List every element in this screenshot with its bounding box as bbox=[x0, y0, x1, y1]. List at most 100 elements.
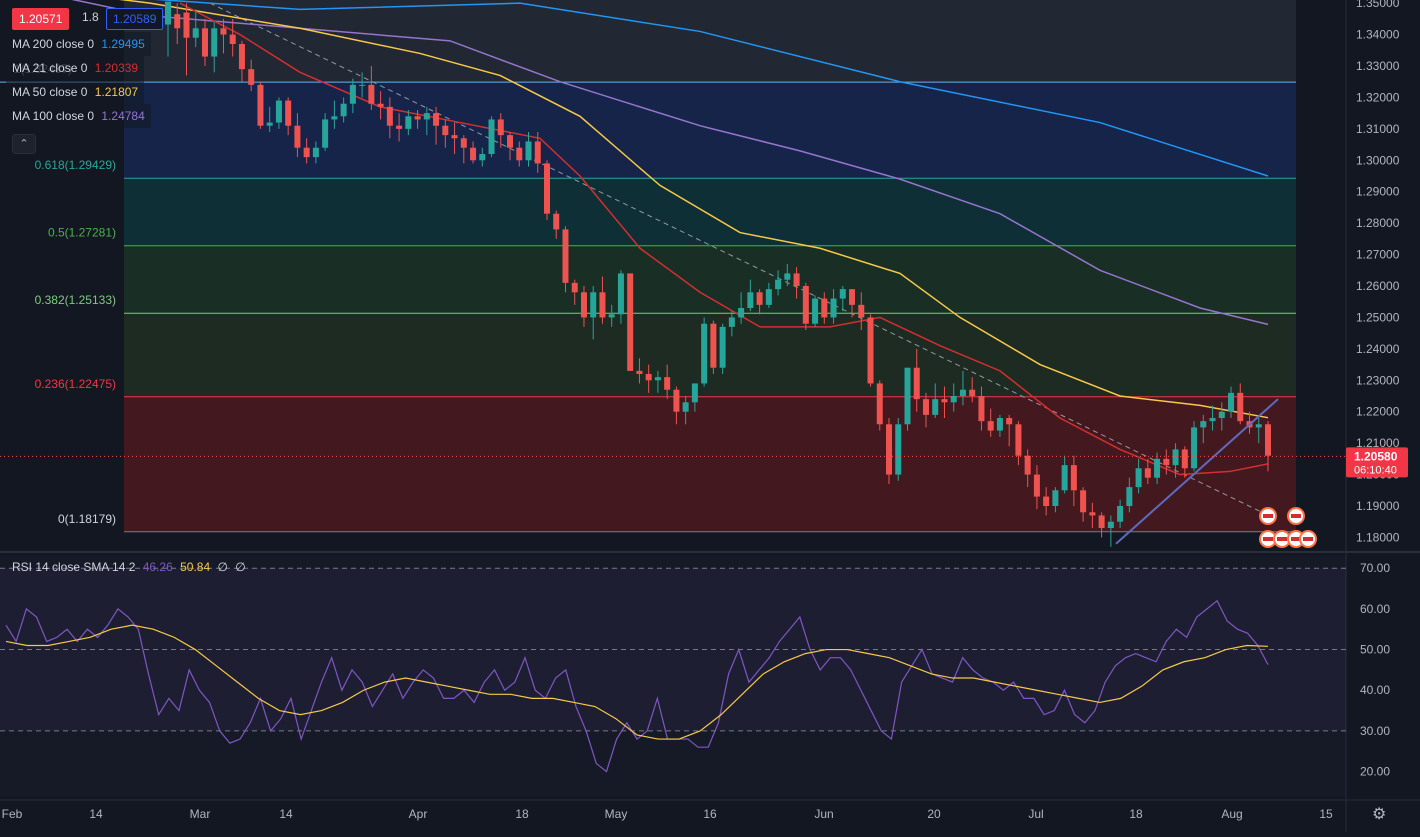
candle-body bbox=[830, 298, 837, 318]
ask-price: 1.20589 bbox=[113, 12, 157, 26]
rsi-tick-label: 50.00 bbox=[1360, 643, 1390, 657]
fib-label-0.5: 0.5(1.27281) bbox=[48, 226, 116, 240]
legend-row-ma100[interactable]: MA 100 close 0 1.24784 bbox=[6, 104, 151, 128]
candle-body bbox=[719, 326, 726, 368]
candle-body bbox=[525, 141, 532, 161]
candle-body bbox=[294, 125, 301, 148]
fib-zone-0382-0236 bbox=[124, 313, 1296, 397]
candle-body bbox=[312, 147, 319, 158]
settings-gear-icon[interactable]: ⚙ bbox=[1372, 806, 1387, 823]
candle-body bbox=[645, 374, 652, 381]
candle-body bbox=[1237, 392, 1244, 422]
indicator-legend: MA 200 close 0 1.29495 MA 21 close 0 1.2… bbox=[6, 32, 151, 128]
price-tick-label: 1.31000 bbox=[1356, 122, 1400, 136]
candle-body bbox=[1043, 496, 1050, 506]
rsi-extra2: ∅ bbox=[235, 560, 246, 574]
candle-body bbox=[534, 141, 541, 164]
candle-body bbox=[941, 399, 948, 403]
time-tick-label: 14 bbox=[89, 807, 103, 821]
price-tick-label: 1.19000 bbox=[1356, 499, 1400, 513]
candle-body bbox=[996, 418, 1003, 431]
legend-row-ma200[interactable]: MA 200 close 0 1.29495 bbox=[6, 32, 151, 56]
time-tick-label: Mar bbox=[190, 807, 211, 821]
candle-body bbox=[1200, 421, 1207, 428]
candle-body bbox=[710, 323, 717, 368]
fib-zone-top bbox=[124, 0, 1296, 83]
time-tick-label: 16 bbox=[703, 807, 717, 821]
fib-zone-1-0618 bbox=[124, 82, 1296, 179]
time-tick-label: Jun bbox=[814, 807, 833, 821]
candle-body bbox=[516, 147, 523, 161]
rsi-tick-label: 70.00 bbox=[1360, 561, 1390, 575]
candle-body bbox=[590, 292, 597, 318]
price-tick-label: 1.27000 bbox=[1356, 248, 1400, 262]
candle-body bbox=[183, 12, 190, 38]
ma100-line bbox=[71, 0, 1269, 326]
rsi-band bbox=[0, 568, 1346, 731]
candle-body bbox=[1218, 411, 1225, 418]
fib-label-0.618: 0.618(1.29429) bbox=[35, 158, 116, 172]
price-tick-label: 1.21000 bbox=[1356, 436, 1400, 450]
legend-ma50-value: 1.21807 bbox=[94, 85, 139, 99]
time-tick-label: Aug bbox=[1221, 807, 1242, 821]
candle-body bbox=[275, 100, 282, 123]
candle-body bbox=[220, 28, 227, 35]
uptrend-line bbox=[1115, 398, 1279, 545]
price-tick-label: 1.30000 bbox=[1356, 153, 1400, 167]
candle-body bbox=[987, 421, 994, 431]
bid-price-box[interactable]: 1.20571 bbox=[12, 8, 70, 30]
candle-body bbox=[738, 308, 745, 318]
price-tick-label: 1.25000 bbox=[1356, 310, 1400, 324]
time-tick-label: 20 bbox=[927, 807, 941, 821]
candle-body bbox=[211, 28, 218, 57]
collapse-legend-button[interactable]: ⌃ bbox=[12, 134, 36, 154]
dashed-trend-line bbox=[209, 2, 1263, 513]
candle-body bbox=[331, 116, 338, 120]
rsi-legend[interactable]: RSI 14 close SMA 14 2 46.26 50.84 ∅ ∅ bbox=[12, 560, 250, 574]
price-tick-label: 1.18000 bbox=[1356, 530, 1400, 544]
candle-body bbox=[1070, 465, 1077, 491]
candle-body bbox=[1163, 458, 1170, 466]
candle-body bbox=[470, 147, 477, 161]
bid-price: 1.20571 bbox=[19, 12, 63, 26]
candle-body bbox=[349, 84, 356, 104]
candle-body bbox=[701, 323, 708, 384]
legend-ma200-value: 1.29495 bbox=[101, 37, 145, 51]
event-flag-stripe bbox=[1263, 537, 1273, 541]
candle-body bbox=[636, 370, 643, 374]
candle-body bbox=[229, 34, 236, 44]
price-tick-label: 1.33000 bbox=[1356, 59, 1400, 73]
candle-body bbox=[802, 286, 809, 324]
fib-label-0.382: 0.382(1.25133) bbox=[35, 293, 116, 307]
price-tick-label: 1.32000 bbox=[1356, 90, 1400, 104]
candle-body bbox=[497, 119, 504, 136]
event-flag-stripe bbox=[1291, 514, 1301, 518]
candle-body bbox=[479, 154, 486, 161]
candle-body bbox=[1228, 392, 1235, 412]
rsi-title: RSI 14 close SMA 14 2 bbox=[12, 560, 136, 574]
candle-body bbox=[821, 298, 828, 318]
chevron-up-icon: ⌃ bbox=[19, 138, 29, 150]
time-tick-label: Jul bbox=[1028, 807, 1043, 821]
candle-body bbox=[969, 389, 976, 396]
legend-row-ma50[interactable]: MA 50 close 0 1.21807 bbox=[6, 80, 145, 104]
candle-body bbox=[950, 396, 957, 403]
candle-body bbox=[340, 103, 347, 117]
ma200-line bbox=[154, 0, 1269, 177]
event-flag-stripe bbox=[1291, 537, 1301, 541]
legend-row-ma21[interactable]: MA 21 close 0 1.20339 bbox=[6, 56, 145, 80]
candle-body bbox=[359, 84, 366, 86]
candle-body bbox=[543, 163, 550, 214]
candle-body bbox=[793, 273, 800, 286]
rsi-tick-label: 20.00 bbox=[1360, 765, 1390, 779]
candle-body bbox=[396, 125, 403, 129]
candle-body bbox=[765, 289, 772, 305]
ask-price-box[interactable]: 1.20589 bbox=[106, 8, 164, 30]
legend-ma21-value: 1.20339 bbox=[94, 61, 139, 75]
time-tick-label: 14 bbox=[279, 807, 293, 821]
price-tick-label: 1.23000 bbox=[1356, 373, 1400, 387]
candle-body bbox=[433, 113, 440, 126]
candle-body bbox=[460, 138, 467, 148]
